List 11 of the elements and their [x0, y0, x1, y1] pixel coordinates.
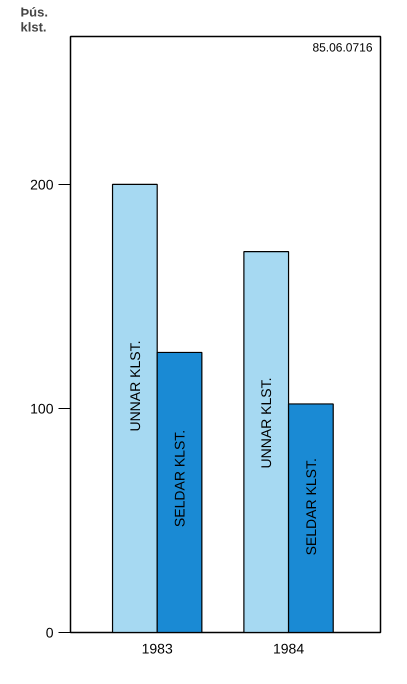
series-label: UNNAR KLST. [126, 340, 143, 432]
series-label: SELDAR KLST. [172, 430, 188, 528]
y-tick-label: 0 [46, 624, 54, 640]
y-axis-title: Þús. klst. [20, 4, 48, 34]
annotation: 85.06.0716 [312, 40, 373, 54]
text: SELDAR KLST. [302, 458, 319, 556]
x-tick-label: 1983 [142, 640, 173, 656]
y-tick-label: 100 [30, 400, 54, 416]
y-tick-label: 200 [30, 176, 54, 192]
text: UNNAR KLST. [258, 377, 274, 469]
x-tick-label: 1984 [272, 640, 304, 656]
